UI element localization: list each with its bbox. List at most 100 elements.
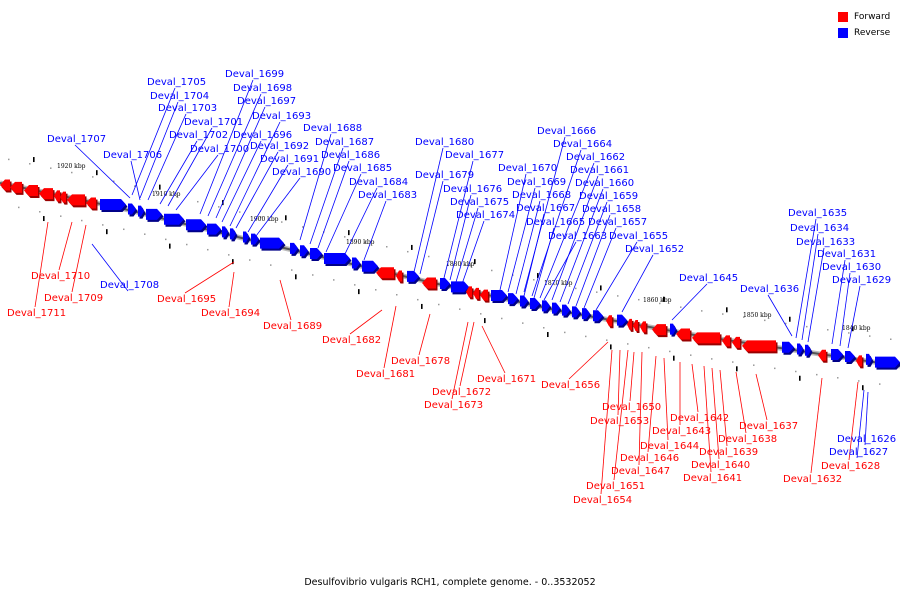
- gene-label-deval-1633: Deval_1633: [796, 237, 855, 248]
- position-dot: [218, 206, 220, 208]
- gene-label-deval-1703: Deval_1703: [158, 103, 217, 114]
- leader-line: [647, 355, 657, 453]
- gene-label-deval-1691: Deval_1691: [260, 154, 319, 165]
- position-dash: [726, 307, 728, 313]
- leader-line: [568, 341, 609, 380]
- position-dot: [39, 211, 41, 213]
- forward-gene-arrow: [24, 184, 38, 196]
- reverse-gene-arrow: [324, 252, 350, 264]
- gene-label-deval-1644: Deval_1644: [640, 441, 699, 452]
- reverse-gene-arrow: [310, 248, 322, 260]
- position-dot: [732, 361, 734, 363]
- forward-gene-arrow: [54, 190, 60, 202]
- position-dot: [71, 171, 73, 174]
- forward-swatch: [838, 12, 848, 22]
- position-dash: [663, 296, 665, 302]
- leader-line: [531, 149, 582, 297]
- gene-label-layer: Deval_1711 Deval_1710 Deval_1709 Deval_1708…: [7, 69, 896, 506]
- scale-tick-label: 1860 kbp: [643, 297, 672, 304]
- position-dot: [533, 279, 535, 281]
- position-dot: [638, 298, 640, 301]
- position-dot: [795, 370, 797, 373]
- gene-label-deval-1680: Deval_1680: [415, 137, 474, 148]
- leader-line: [207, 93, 262, 217]
- gene-label-deval-1637: Deval_1637: [739, 421, 798, 432]
- gene-label-deval-1690: Deval_1690: [272, 167, 331, 178]
- reverse-gene-arrow: [290, 242, 298, 254]
- position-dash: [358, 289, 360, 295]
- position-dot: [764, 319, 766, 322]
- gene-label-deval-1645: Deval_1645: [679, 273, 738, 284]
- position-dot: [113, 180, 115, 183]
- forward-gene-arrow: [466, 286, 472, 298]
- position-dot: [50, 167, 52, 169]
- position-dot: [816, 373, 818, 376]
- position-dot: [417, 298, 419, 301]
- forward-gene-arrow: [480, 289, 488, 301]
- leader-line: [247, 164, 289, 233]
- position-dot: [134, 185, 136, 187]
- position-dot: [806, 325, 808, 328]
- gene-label-deval-1656: Deval_1656: [541, 380, 600, 391]
- forward-gene-arrow: [640, 321, 646, 333]
- scale-tick-label: 1920 kbp: [57, 163, 86, 170]
- position-dot: [102, 224, 104, 226]
- gene-label-deval-1682: Deval_1682: [322, 335, 381, 346]
- gene-label-deval-1695: Deval_1695: [157, 294, 216, 305]
- leader-line: [459, 321, 475, 387]
- position-dash: [96, 170, 98, 176]
- position-dot: [659, 302, 661, 305]
- leader-line: [801, 233, 819, 341]
- position-dash: [43, 216, 45, 222]
- gene-label-deval-1694: Deval_1694: [201, 308, 260, 319]
- forward-gene-arrow: [692, 332, 720, 344]
- leader-line: [221, 140, 262, 223]
- reverse-gene-arrow: [845, 351, 855, 362]
- position-dot: [711, 358, 713, 360]
- position-dot: [785, 322, 787, 325]
- leader-line: [34, 221, 49, 308]
- position-dot: [858, 380, 860, 382]
- gene-label-deval-1710: Deval_1710: [31, 271, 90, 282]
- gene-label-deval-1689: Deval_1689: [263, 321, 322, 332]
- position-marker-layer: [8, 157, 892, 391]
- gene-label-deval-1638: Deval_1638: [718, 434, 777, 445]
- leader-line: [58, 221, 73, 271]
- reverse-gene-arrow: [562, 304, 570, 316]
- position-dash: [106, 229, 108, 235]
- gene-label-deval-1661: Deval_1661: [570, 165, 629, 176]
- forward-gene-arrow: [676, 328, 690, 340]
- position-dot: [575, 287, 577, 290]
- position-dot: [60, 215, 62, 217]
- gene-label-deval-1647: Deval_1647: [611, 466, 670, 477]
- leader-line: [309, 147, 344, 245]
- position-dash: [547, 332, 549, 338]
- position-dot: [848, 332, 850, 334]
- forward-gene-arrow: [818, 349, 826, 361]
- gene-label-deval-1664: Deval_1664: [553, 139, 612, 150]
- reverse-gene-arrow: [491, 289, 507, 301]
- leader-line: [595, 241, 638, 311]
- position-dot: [543, 327, 545, 329]
- leader-line: [229, 121, 281, 227]
- leader-line: [159, 140, 198, 205]
- gene-label-deval-1681: Deval_1681: [356, 369, 415, 380]
- gene-label-deval-1666: Deval_1666: [537, 126, 596, 137]
- reverse-gene-arrow: [251, 233, 259, 245]
- position-dash: [159, 184, 161, 190]
- position-dash: [421, 303, 423, 309]
- gene-label-deval-1686: Deval_1686: [321, 150, 380, 161]
- leader-line: [559, 188, 604, 303]
- forward-gene-arrow: [39, 188, 53, 200]
- position-dot: [228, 254, 230, 256]
- scale-tick-label: 1850 kbp: [743, 312, 772, 319]
- position-dot: [753, 364, 755, 366]
- leader-line: [735, 371, 747, 434]
- gene-label-deval-1629: Deval_1629: [832, 275, 891, 286]
- reverse-gene-arrow: [440, 278, 450, 290]
- leader-line: [481, 325, 506, 374]
- position-dash: [348, 230, 350, 236]
- position-dash: [673, 355, 675, 361]
- position-dot: [722, 313, 724, 315]
